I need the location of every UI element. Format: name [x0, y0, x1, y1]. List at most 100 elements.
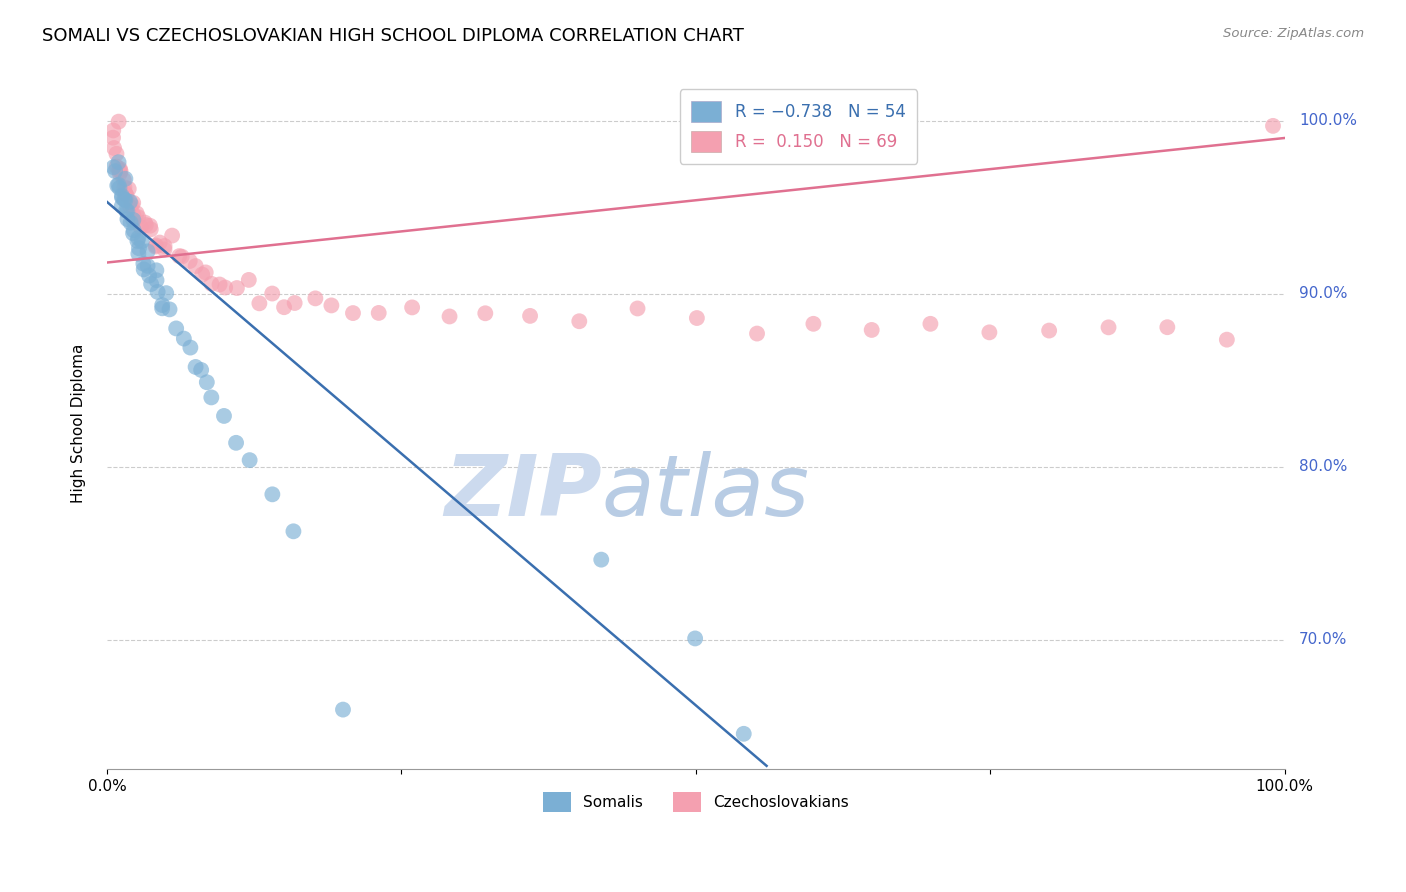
Point	[194, 265, 217, 279]
Point	[127, 231, 149, 245]
Point	[114, 187, 136, 202]
Point	[129, 219, 152, 234]
Point	[139, 222, 162, 236]
Point	[1156, 320, 1178, 334]
Point	[160, 228, 183, 243]
Point	[136, 244, 159, 259]
Point	[1038, 324, 1060, 338]
Point	[191, 268, 214, 282]
Point	[114, 193, 136, 207]
Point	[134, 216, 156, 230]
Point	[111, 189, 134, 203]
Point	[321, 298, 343, 312]
Point	[122, 223, 145, 237]
Point	[474, 306, 496, 320]
Point	[111, 199, 134, 213]
Point	[262, 487, 284, 501]
Point	[112, 173, 135, 187]
Point	[138, 268, 160, 283]
Point	[120, 216, 142, 230]
Point	[121, 198, 143, 212]
Point	[120, 200, 142, 214]
Point	[150, 298, 173, 312]
Point	[179, 254, 201, 268]
Point	[108, 181, 131, 195]
Point	[108, 161, 131, 176]
Point	[105, 146, 128, 161]
Point	[568, 314, 591, 328]
Point	[149, 235, 172, 250]
Point	[127, 211, 149, 225]
Point	[200, 277, 222, 291]
Point	[150, 301, 173, 316]
Point	[342, 306, 364, 320]
Text: 90.0%: 90.0%	[1299, 286, 1347, 301]
Point	[115, 188, 138, 202]
Point	[101, 130, 124, 145]
Point	[114, 185, 136, 199]
Point	[118, 194, 141, 209]
Text: ZIP: ZIP	[444, 451, 602, 534]
Point	[173, 332, 195, 346]
Point	[117, 204, 139, 219]
Point	[401, 301, 423, 315]
Point	[159, 302, 181, 317]
Point	[135, 218, 157, 232]
Point	[273, 300, 295, 314]
Point	[212, 409, 235, 423]
Point	[107, 114, 129, 128]
Point	[122, 227, 145, 241]
Point	[367, 306, 389, 320]
Point	[139, 219, 162, 233]
Point	[239, 453, 262, 467]
Point	[127, 246, 149, 260]
Point	[107, 178, 129, 192]
Point	[128, 241, 150, 255]
Point	[145, 263, 167, 277]
Point	[118, 182, 141, 196]
Text: 70.0%: 70.0%	[1299, 632, 1347, 647]
Point	[1097, 320, 1119, 334]
Point	[733, 727, 755, 741]
Point	[108, 167, 131, 181]
Point	[145, 238, 167, 252]
Point	[103, 141, 125, 155]
Point	[165, 321, 187, 335]
Point	[1261, 119, 1284, 133]
Point	[284, 296, 307, 310]
Point	[131, 234, 153, 248]
Point	[122, 213, 145, 227]
Point	[155, 286, 177, 301]
Point	[519, 309, 541, 323]
Point	[153, 243, 176, 257]
Point	[105, 178, 128, 193]
Point	[1216, 333, 1239, 347]
Point	[114, 171, 136, 186]
Point	[283, 524, 305, 539]
Point	[200, 391, 222, 405]
Point	[683, 632, 706, 646]
Point	[122, 195, 145, 210]
Legend: Somalis, Czechoslovakians: Somalis, Czechoslovakians	[531, 780, 860, 824]
Point	[979, 326, 1001, 340]
Point	[146, 285, 169, 299]
Point	[225, 435, 247, 450]
Point	[105, 160, 128, 174]
Point	[226, 281, 249, 295]
Point	[304, 292, 326, 306]
Point	[112, 193, 135, 207]
Point	[107, 155, 129, 169]
Point	[190, 363, 212, 377]
Point	[108, 163, 131, 178]
Point	[803, 317, 825, 331]
Text: atlas: atlas	[602, 451, 810, 534]
Point	[247, 296, 270, 310]
Point	[145, 273, 167, 287]
Point	[122, 208, 145, 222]
Point	[214, 280, 236, 294]
Point	[132, 257, 155, 271]
Point	[103, 160, 125, 174]
Point	[208, 277, 231, 292]
Point	[332, 703, 354, 717]
Point	[104, 164, 127, 178]
